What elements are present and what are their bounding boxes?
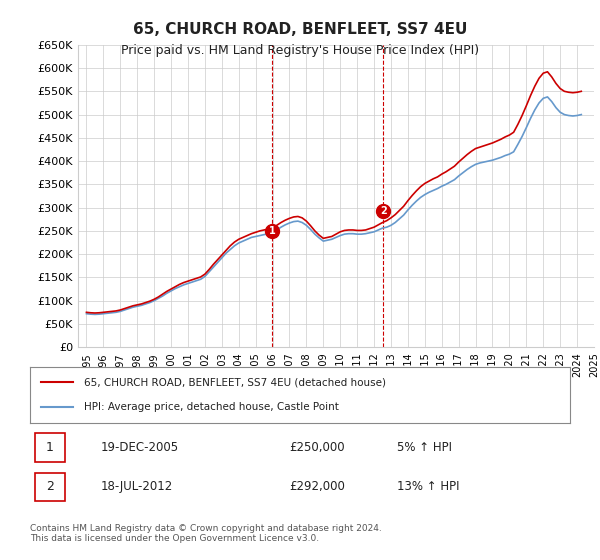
Text: 19-DEC-2005: 19-DEC-2005: [100, 441, 178, 454]
Text: Price paid vs. HM Land Registry's House Price Index (HPI): Price paid vs. HM Land Registry's House …: [121, 44, 479, 57]
Text: 2: 2: [380, 206, 386, 216]
Text: £250,000: £250,000: [289, 441, 345, 454]
Text: 1: 1: [46, 441, 54, 454]
Text: 65, CHURCH ROAD, BENFLEET, SS7 4EU (detached house): 65, CHURCH ROAD, BENFLEET, SS7 4EU (deta…: [84, 377, 386, 388]
Text: 2: 2: [46, 480, 54, 493]
Text: 13% ↑ HPI: 13% ↑ HPI: [397, 480, 460, 493]
Text: 5% ↑ HPI: 5% ↑ HPI: [397, 441, 452, 454]
FancyBboxPatch shape: [35, 433, 65, 461]
Text: 18-JUL-2012: 18-JUL-2012: [100, 480, 172, 493]
Text: Contains HM Land Registry data © Crown copyright and database right 2024.
This d: Contains HM Land Registry data © Crown c…: [30, 524, 382, 543]
Text: 65, CHURCH ROAD, BENFLEET, SS7 4EU: 65, CHURCH ROAD, BENFLEET, SS7 4EU: [133, 22, 467, 38]
Text: HPI: Average price, detached house, Castle Point: HPI: Average price, detached house, Cast…: [84, 402, 339, 412]
FancyBboxPatch shape: [35, 473, 65, 501]
Text: £292,000: £292,000: [289, 480, 345, 493]
Text: 1: 1: [269, 226, 275, 236]
